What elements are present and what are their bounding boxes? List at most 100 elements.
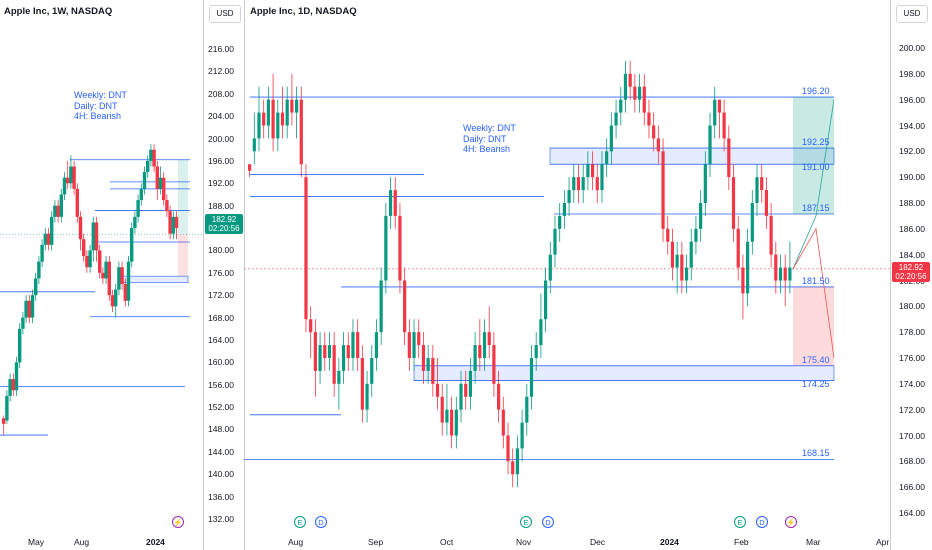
weekly-price-tick: 168.00 [208,312,234,323]
weekly-candle [88,250,92,268]
daily-candle [468,370,473,397]
daily-candle [356,332,360,358]
daily-candle [722,112,726,139]
weekly-chart-header: Apple Inc, 1W, NASDAQ [4,6,113,17]
daily-candle [294,99,299,113]
lightning-icon[interactable]: ⚡ [785,516,797,528]
weekly-candle [11,379,15,391]
weekly-candle [114,289,118,307]
daily-candle [454,409,458,436]
weekly-candle [142,172,147,189]
daily-candle [309,319,313,333]
daily-candle [769,215,773,255]
daily-candle [403,280,407,333]
daily-candle [699,203,703,229]
weekly-candle [14,362,19,391]
daily-level-label: 191.00 [802,162,830,173]
daily-candle [713,99,717,126]
daily-candle [360,358,364,410]
daily-candle [553,228,557,255]
earnings-icon[interactable]: E [734,516,746,528]
weekly-chart-pane[interactable]: Apple Inc, 1W, NASDAQ Weekly: DNT Daily:… [0,0,203,550]
weekly-chart-canvas[interactable] [0,0,203,550]
weekly-price-tick: 188.00 [208,200,234,211]
weekly-candle [98,250,102,273]
daily-candle [746,241,750,294]
daily-price-tick: 164.00 [899,508,925,518]
daily-candle [760,177,764,191]
daily-candle [431,358,435,384]
daily-price-axis[interactable]: USD 200.00 198.00 196.00 194.00 192.00 190.00… [890,0,932,550]
daily-x-label: Nov [516,537,532,547]
daily-candle [614,112,618,126]
daily-candle [379,280,383,333]
last-price: 182.92 [898,263,924,272]
daily-candle [398,215,402,281]
daily-candle [487,332,491,346]
weekly-candle [107,261,111,296]
daily-candle [497,383,501,410]
dividend-icon[interactable]: D [542,516,554,528]
daily-price-tick: 176.00 [899,353,925,363]
daily-candle [562,203,566,216]
daily-price-tick: 166.00 [899,482,925,493]
lightning-icon[interactable]: ⚡ [172,516,184,528]
daily-candle [370,358,374,384]
weekly-price-tick: 204.00 [208,111,234,122]
daily-candle [299,99,303,165]
dividend-icon[interactable]: D [756,516,768,528]
weekly-candle [104,261,108,279]
daily-candle [525,396,529,423]
daily-chart-pane[interactable]: Apple Inc, 1D, NASDAQ Weekly: DNT Daily:… [244,0,890,550]
daily-candle [750,203,754,242]
weekly-candle [59,194,63,217]
weekly-candle [53,205,57,217]
daily-price-tick: 194.00 [899,120,925,131]
daily-candle [384,215,388,281]
weekly-price-axis[interactable]: USD 216.00 212.00 208.00 204.00 200.00 196.00… [203,0,245,550]
dividend-icon[interactable]: D [315,516,327,528]
weekly-x-label: Aug [74,537,90,547]
daily-candle [346,345,350,358]
weekly-candle [155,166,159,189]
daily-candle [605,151,609,165]
weekly-candle [27,300,31,318]
daily-level-label: 192.25 [802,137,830,148]
daily-candle [252,138,256,152]
daily-x-label: Aug [288,537,304,547]
weekly-candle [46,233,51,245]
weekly-candle [69,166,73,184]
daily-candle [727,138,731,178]
weekly-candle [66,177,70,184]
daily-candle [290,99,294,113]
weekly-candle [174,216,179,229]
currency-selector[interactable]: USD [896,5,928,23]
daily-candle [534,345,538,358]
daily-candle [450,409,454,436]
earnings-icon[interactable]: E [294,516,306,528]
daily-candle [515,448,520,475]
weekly-price-tick: 176.00 [208,267,234,278]
daily-candle [421,345,426,371]
daily-x-label: Sep [368,537,384,547]
daily-candle [731,177,736,229]
daily-candle [628,73,632,87]
weekly-candle [120,267,124,284]
weekly-price-tick: 212.00 [208,66,234,77]
daily-candle [684,267,689,281]
daily-x-label: Feb [734,537,749,547]
daily-candle [271,99,275,139]
daily-chart-canvas[interactable] [244,0,890,550]
daily-candle [666,228,670,242]
daily-candle [388,190,393,216]
daily-candle [327,345,332,358]
note-4h: 4H: Bearish [463,144,511,154]
currency-selector[interactable]: USD [209,5,241,23]
daily-candle [304,177,308,320]
earnings-icon[interactable]: E [520,516,532,528]
daily-level-label: 168.15 [802,448,830,459]
daily-level-label: 187.15 [802,202,830,213]
daily-candle [482,332,487,358]
daily-candle [717,99,722,113]
weekly-candle [82,239,86,257]
